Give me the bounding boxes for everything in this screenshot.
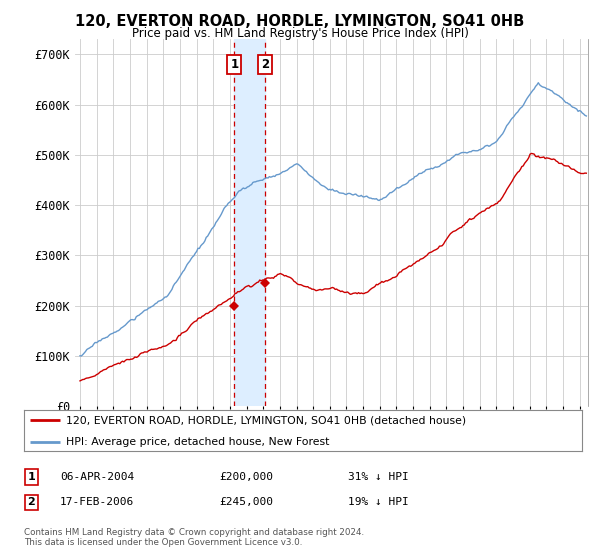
Text: HPI: Average price, detached house, New Forest: HPI: Average price, detached house, New … bbox=[66, 437, 329, 447]
Text: 06-APR-2004: 06-APR-2004 bbox=[60, 472, 134, 482]
Text: 1: 1 bbox=[230, 58, 238, 71]
Text: Price paid vs. HM Land Registry's House Price Index (HPI): Price paid vs. HM Land Registry's House … bbox=[131, 27, 469, 40]
Text: £200,000: £200,000 bbox=[219, 472, 273, 482]
Text: 19% ↓ HPI: 19% ↓ HPI bbox=[348, 497, 409, 507]
Text: 1: 1 bbox=[28, 472, 35, 482]
Text: 17-FEB-2006: 17-FEB-2006 bbox=[60, 497, 134, 507]
Text: £245,000: £245,000 bbox=[219, 497, 273, 507]
Text: 31% ↓ HPI: 31% ↓ HPI bbox=[348, 472, 409, 482]
Text: Contains HM Land Registry data © Crown copyright and database right 2024.
This d: Contains HM Land Registry data © Crown c… bbox=[24, 528, 364, 548]
Bar bbox=[235, 39, 265, 406]
Text: 120, EVERTON ROAD, HORDLE, LYMINGTON, SO41 0HB (detached house): 120, EVERTON ROAD, HORDLE, LYMINGTON, SO… bbox=[66, 415, 466, 425]
Text: 2: 2 bbox=[28, 497, 35, 507]
Text: 120, EVERTON ROAD, HORDLE, LYMINGTON, SO41 0HB: 120, EVERTON ROAD, HORDLE, LYMINGTON, SO… bbox=[76, 14, 524, 29]
Text: 2: 2 bbox=[261, 58, 269, 71]
